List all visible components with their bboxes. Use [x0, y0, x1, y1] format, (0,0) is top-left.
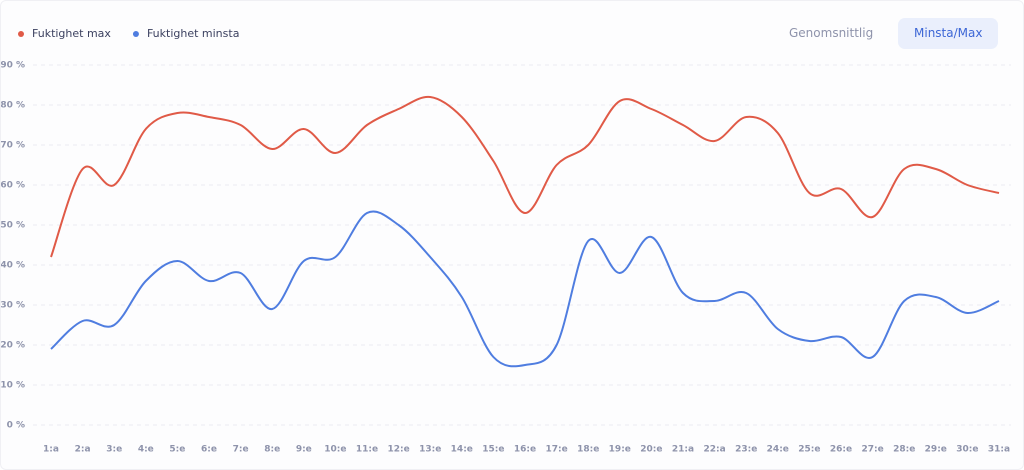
legend-dot: [18, 31, 24, 37]
x-tick-label: 29:e: [925, 445, 947, 455]
toggle-button[interactable]: Genomsnittlig: [789, 26, 874, 40]
x-tick-label: 18:e: [577, 445, 599, 455]
y-tick-label: 60 %: [1, 181, 25, 191]
x-tick-label: 21:a: [672, 445, 694, 455]
y-tick-label: 90 %: [1, 61, 25, 71]
y-tick-label: 20 %: [1, 341, 25, 351]
y-tick-label: 0 %: [7, 421, 25, 431]
x-tick-label: 17:e: [545, 445, 567, 455]
x-tick-label: 2:a: [75, 445, 91, 455]
x-tick-label: 3:e: [106, 445, 122, 455]
y-tick-label: 50 %: [1, 221, 25, 231]
y-tick-label: 80 %: [1, 101, 25, 111]
legend-label: Fuktighet minsta: [147, 27, 240, 40]
x-tick-label: 15:e: [482, 445, 504, 455]
y-tick-label: 70 %: [1, 141, 25, 151]
x-tick-label: 10:e: [324, 445, 346, 455]
y-tick-label: 30 %: [1, 301, 25, 311]
x-tick-label: 22:a: [703, 445, 725, 455]
toggle-button[interactable]: Minsta/Max: [898, 18, 999, 49]
series-line: [50, 210, 1000, 368]
x-tick-label: 9:e: [296, 445, 312, 455]
x-tick-label: 23:e: [735, 445, 757, 455]
series-line: [50, 95, 1000, 258]
x-tick-label: 14:e: [451, 445, 473, 455]
x-tick-label: 31:a: [988, 445, 1010, 455]
x-tick-label: 16:e: [514, 445, 536, 455]
x-tick-label: 7:e: [233, 445, 249, 455]
x-tick-label: 20:e: [640, 445, 662, 455]
x-tick-label: 8:e: [264, 445, 280, 455]
legend-label: Fuktighet max: [32, 27, 111, 40]
x-tick-label: 6:e: [201, 445, 217, 455]
x-tick-label: 4:e: [138, 445, 154, 455]
x-tick-label: 12:e: [387, 445, 409, 455]
x-tick-label: 1:a: [43, 445, 59, 455]
legend-dot: [132, 31, 139, 37]
x-tick-label: 19:e: [609, 445, 631, 455]
x-tick-label: 11:e: [356, 445, 378, 455]
x-tick-label: 30:e: [956, 445, 978, 455]
x-tick-label: 27:e: [861, 445, 883, 455]
y-tick-label: 10 %: [1, 381, 25, 391]
x-tick-label: 28:e: [893, 445, 915, 455]
x-tick-label: 13:e: [419, 445, 441, 455]
x-tick-label: 25:e: [798, 445, 820, 455]
x-tick-label: 26:e: [830, 445, 852, 455]
x-tick-label: 24:e: [767, 445, 789, 455]
x-tick-label: 5:e: [169, 445, 185, 455]
y-tick-label: 40 %: [1, 261, 25, 271]
